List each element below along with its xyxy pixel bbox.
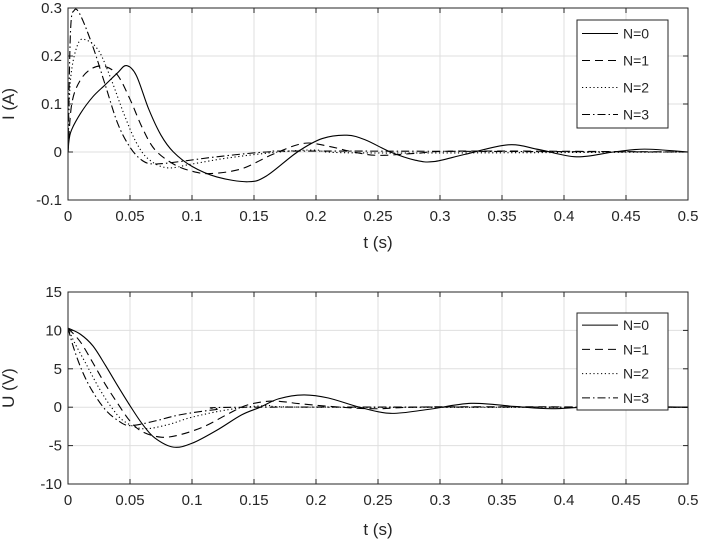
series-line-n-2 bbox=[68, 327, 688, 430]
axes-box bbox=[67, 291, 689, 485]
legend-label: N=2 bbox=[623, 80, 649, 96]
legend-label: N=1 bbox=[623, 53, 649, 69]
series-line-n-1 bbox=[68, 65, 688, 175]
y-tick-label: -10 bbox=[40, 476, 62, 493]
x-tick-label: 0.35 bbox=[487, 208, 516, 225]
x-tick-label: 0.4 bbox=[554, 208, 575, 225]
legend: N=0 N=1 N=2 N=3 bbox=[576, 312, 669, 411]
y-tick-label: -5 bbox=[49, 438, 62, 455]
x-tick-label: 0.05 bbox=[115, 208, 144, 225]
y-tick-label: 5 bbox=[54, 361, 62, 378]
legend-label: N=0 bbox=[623, 26, 649, 42]
legend-box bbox=[576, 19, 669, 129]
y-tick-label: 0 bbox=[54, 144, 62, 161]
x-tick-label: 0.05 bbox=[115, 492, 144, 509]
series-line-n-0 bbox=[68, 327, 688, 448]
axes-box bbox=[67, 7, 689, 201]
x-tick-label: 0.15 bbox=[239, 492, 268, 509]
x-tick-label: 0.5 bbox=[678, 492, 699, 509]
series-line-n-2 bbox=[68, 38, 688, 169]
y-tick-label: 10 bbox=[45, 322, 62, 339]
series-line-n-0 bbox=[68, 65, 688, 183]
x-tick-label: 0.3 bbox=[430, 492, 451, 509]
x-tick-label: 0.2 bbox=[306, 492, 327, 509]
x-tick-label: 0.45 bbox=[611, 208, 640, 225]
y-tick-label: 0.3 bbox=[41, 0, 62, 17]
x-tick-label: 0.25 bbox=[363, 492, 392, 509]
x-tick-label: 0.15 bbox=[239, 208, 268, 225]
x-tick-label: 0.1 bbox=[182, 492, 203, 509]
x-tick-label: 0.1 bbox=[182, 208, 203, 225]
x-tick-label: 0.5 bbox=[678, 208, 699, 225]
x-tick-label: 0.4 bbox=[554, 492, 575, 509]
subplot-2: 0 0.05 0.1 0.15 0.2 0.25 0.3 0.35 0.4 0.45 0.5 -10 -… bbox=[0, 284, 698, 539]
y-tick-label: 0.1 bbox=[41, 96, 62, 113]
legend-label: N=3 bbox=[623, 390, 649, 406]
x-tick-label: 0.45 bbox=[611, 492, 640, 509]
x-tick-label: 0.35 bbox=[487, 492, 516, 509]
y-tick-label: 0 bbox=[54, 399, 62, 416]
y-axis-label: I (A) bbox=[0, 88, 18, 120]
y-tick-label: -0.1 bbox=[36, 192, 62, 209]
legend-label: N=3 bbox=[623, 107, 649, 123]
legend: N=0 N=1 N=2 N=3 bbox=[576, 19, 669, 129]
series-line-n-3 bbox=[68, 327, 688, 427]
y-tick-label: 15 bbox=[45, 284, 62, 301]
x-axis-label: t (s) bbox=[363, 233, 392, 252]
x-tick-label: 0.3 bbox=[430, 208, 451, 225]
x-axis-label: t (s) bbox=[363, 520, 392, 539]
y-axis-label: U (V) bbox=[0, 368, 18, 408]
legend-label: N=2 bbox=[623, 366, 649, 382]
x-tick-label: 0 bbox=[64, 492, 72, 509]
y-tick-label: 0.2 bbox=[41, 48, 62, 65]
x-tick-label: 0 bbox=[64, 208, 72, 225]
series-line-n-3 bbox=[68, 8, 688, 165]
subplot-1: 0 0.05 0.1 0.15 0.2 0.25 0.3 0.35 0.4 0.45 0.5 -0.1… bbox=[0, 0, 698, 252]
legend-label: N=0 bbox=[623, 317, 649, 333]
series-line-n-1 bbox=[68, 327, 688, 438]
x-tick-label: 0.25 bbox=[363, 208, 392, 225]
x-tick-label: 0.2 bbox=[306, 208, 327, 225]
legend-label: N=1 bbox=[623, 341, 649, 357]
legend-box bbox=[576, 312, 669, 411]
